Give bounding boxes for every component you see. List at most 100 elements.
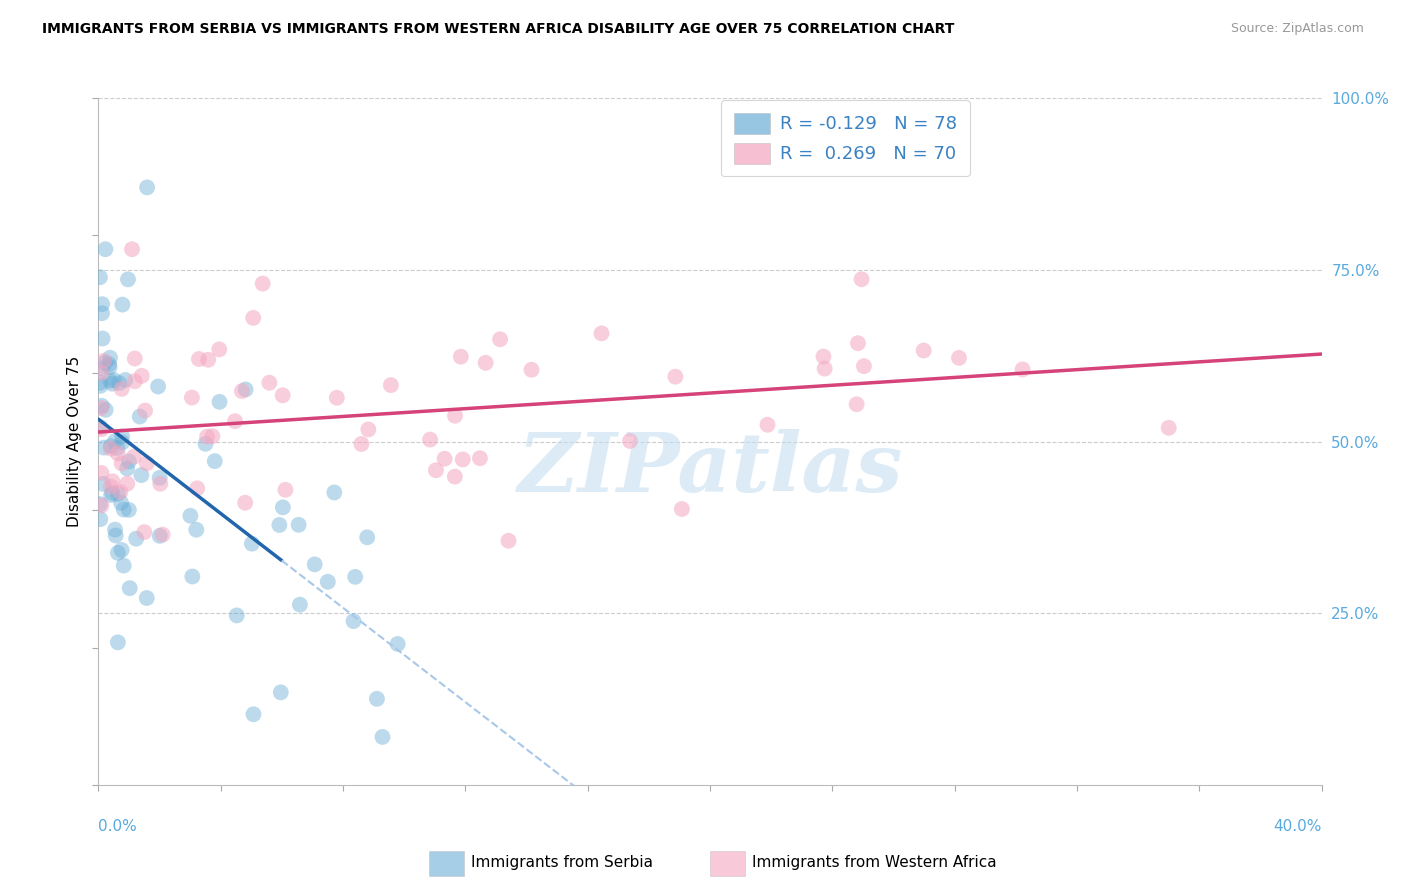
Point [110,543,132,558]
Point [135,591,157,605]
Point [323,485,346,500]
Point [664,369,686,384]
Point [380,378,402,392]
Point [387,637,409,651]
Point [149,529,172,543]
Point [342,614,364,628]
Point [444,469,467,483]
Point [91,306,114,320]
Point [912,343,935,358]
Point [111,297,134,311]
Point [90,422,112,436]
Point [107,487,129,501]
Point [91,297,114,311]
Point [814,361,837,376]
Point [444,409,467,423]
Point [489,332,512,346]
Point [98,359,121,374]
Text: Immigrants from Western Africa: Immigrants from Western Africa [752,855,997,870]
Y-axis label: Disability Age Over 75: Disability Age Over 75 [66,356,82,527]
Point [94,356,117,370]
Point [98,351,121,365]
Point [201,429,224,443]
Point [111,435,134,450]
Point [425,463,447,477]
Point [591,326,613,341]
Point [287,517,309,532]
Text: Immigrants from Serbia: Immigrants from Serbia [471,855,652,870]
Point [122,450,145,464]
Point [112,558,135,573]
Point [195,429,218,443]
Point [105,441,128,455]
Point [100,480,122,494]
Point [242,707,264,722]
Point [288,598,311,612]
Point [1157,421,1180,435]
Point [186,523,208,537]
Point [111,382,134,396]
Point [233,496,256,510]
Point [271,388,294,402]
Point [498,533,520,548]
Point [90,366,112,380]
Point [115,476,138,491]
Point [152,527,174,541]
Point [813,350,835,364]
Point [104,434,127,449]
Point [242,310,264,325]
Point [1011,362,1033,376]
Point [110,484,132,499]
Point [619,434,641,448]
Point [270,685,292,699]
Point [259,376,281,390]
Point [115,461,138,475]
Point [371,730,394,744]
Point [450,350,472,364]
Point [98,357,121,371]
Point [124,374,146,388]
Point [124,351,146,366]
Point [107,546,129,560]
Point [90,399,112,413]
Point [91,476,114,491]
Point [433,451,456,466]
Point [235,383,257,397]
Point [107,635,129,649]
Point [89,376,111,390]
Point [89,420,111,434]
Point [208,343,231,357]
Point [231,384,253,398]
Point [128,409,150,424]
Point [89,512,111,526]
Text: ZIPatlas: ZIPatlas [517,429,903,509]
Point [326,391,349,405]
Point [125,532,148,546]
Point [90,466,112,480]
Point [852,359,875,373]
Point [344,570,367,584]
Point [112,502,135,516]
Point [671,502,693,516]
Point [304,558,326,572]
Point [89,497,111,511]
Point [117,272,139,286]
Point [104,523,127,537]
Point [93,354,115,368]
Point [224,414,246,428]
Point [101,475,124,489]
Point [316,574,339,589]
Point [197,352,219,367]
Point [100,439,122,453]
Point [271,500,294,515]
Point [187,351,209,366]
Point [94,242,117,256]
Point [90,361,112,376]
Point [134,403,156,417]
Point [103,373,125,387]
Point [89,379,111,393]
Point [240,536,263,550]
Point [194,437,217,451]
Point [474,356,496,370]
Point [111,457,134,471]
